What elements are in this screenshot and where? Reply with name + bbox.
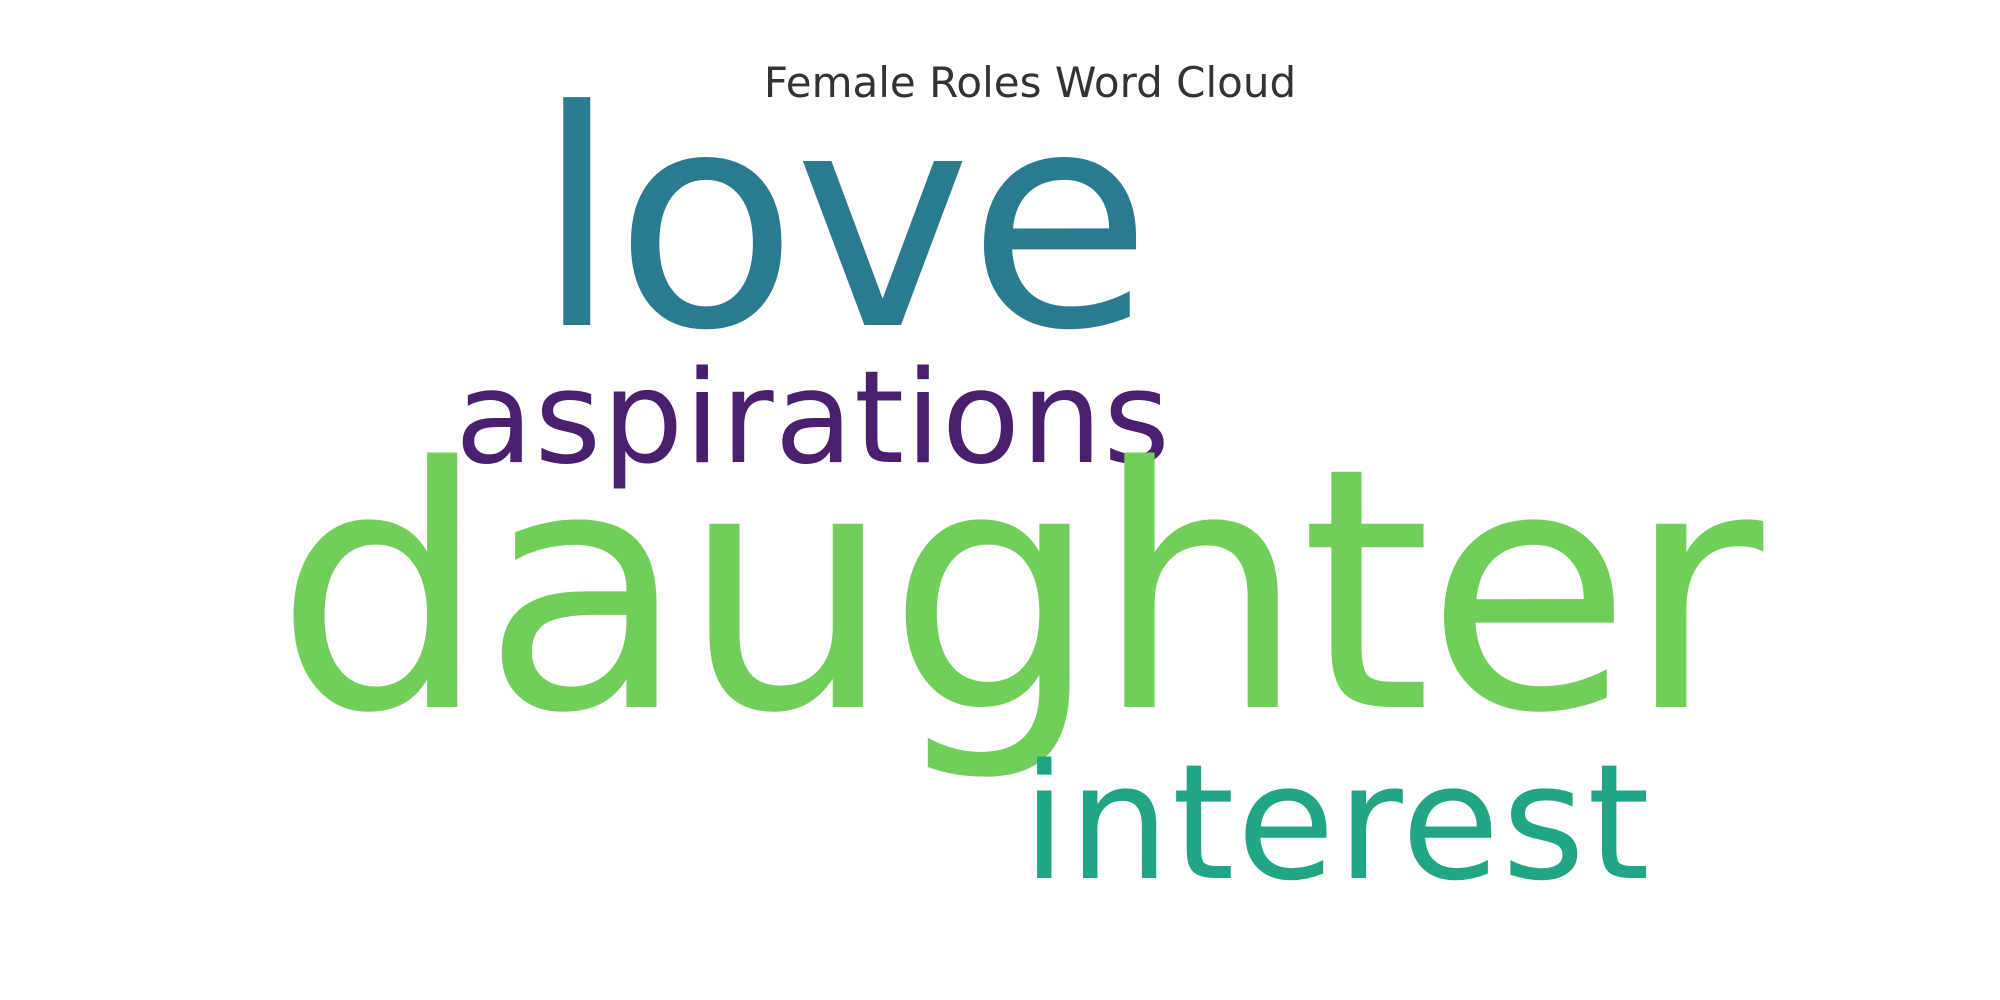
word-aspirations: aspirations — [455, 344, 1171, 493]
word-daughter: daughter — [275, 397, 1763, 787]
figure-title: Female Roles Word Cloud — [763, 58, 1297, 107]
word-love: love — [535, 47, 1152, 396]
word-interest: interest — [1022, 729, 1652, 916]
